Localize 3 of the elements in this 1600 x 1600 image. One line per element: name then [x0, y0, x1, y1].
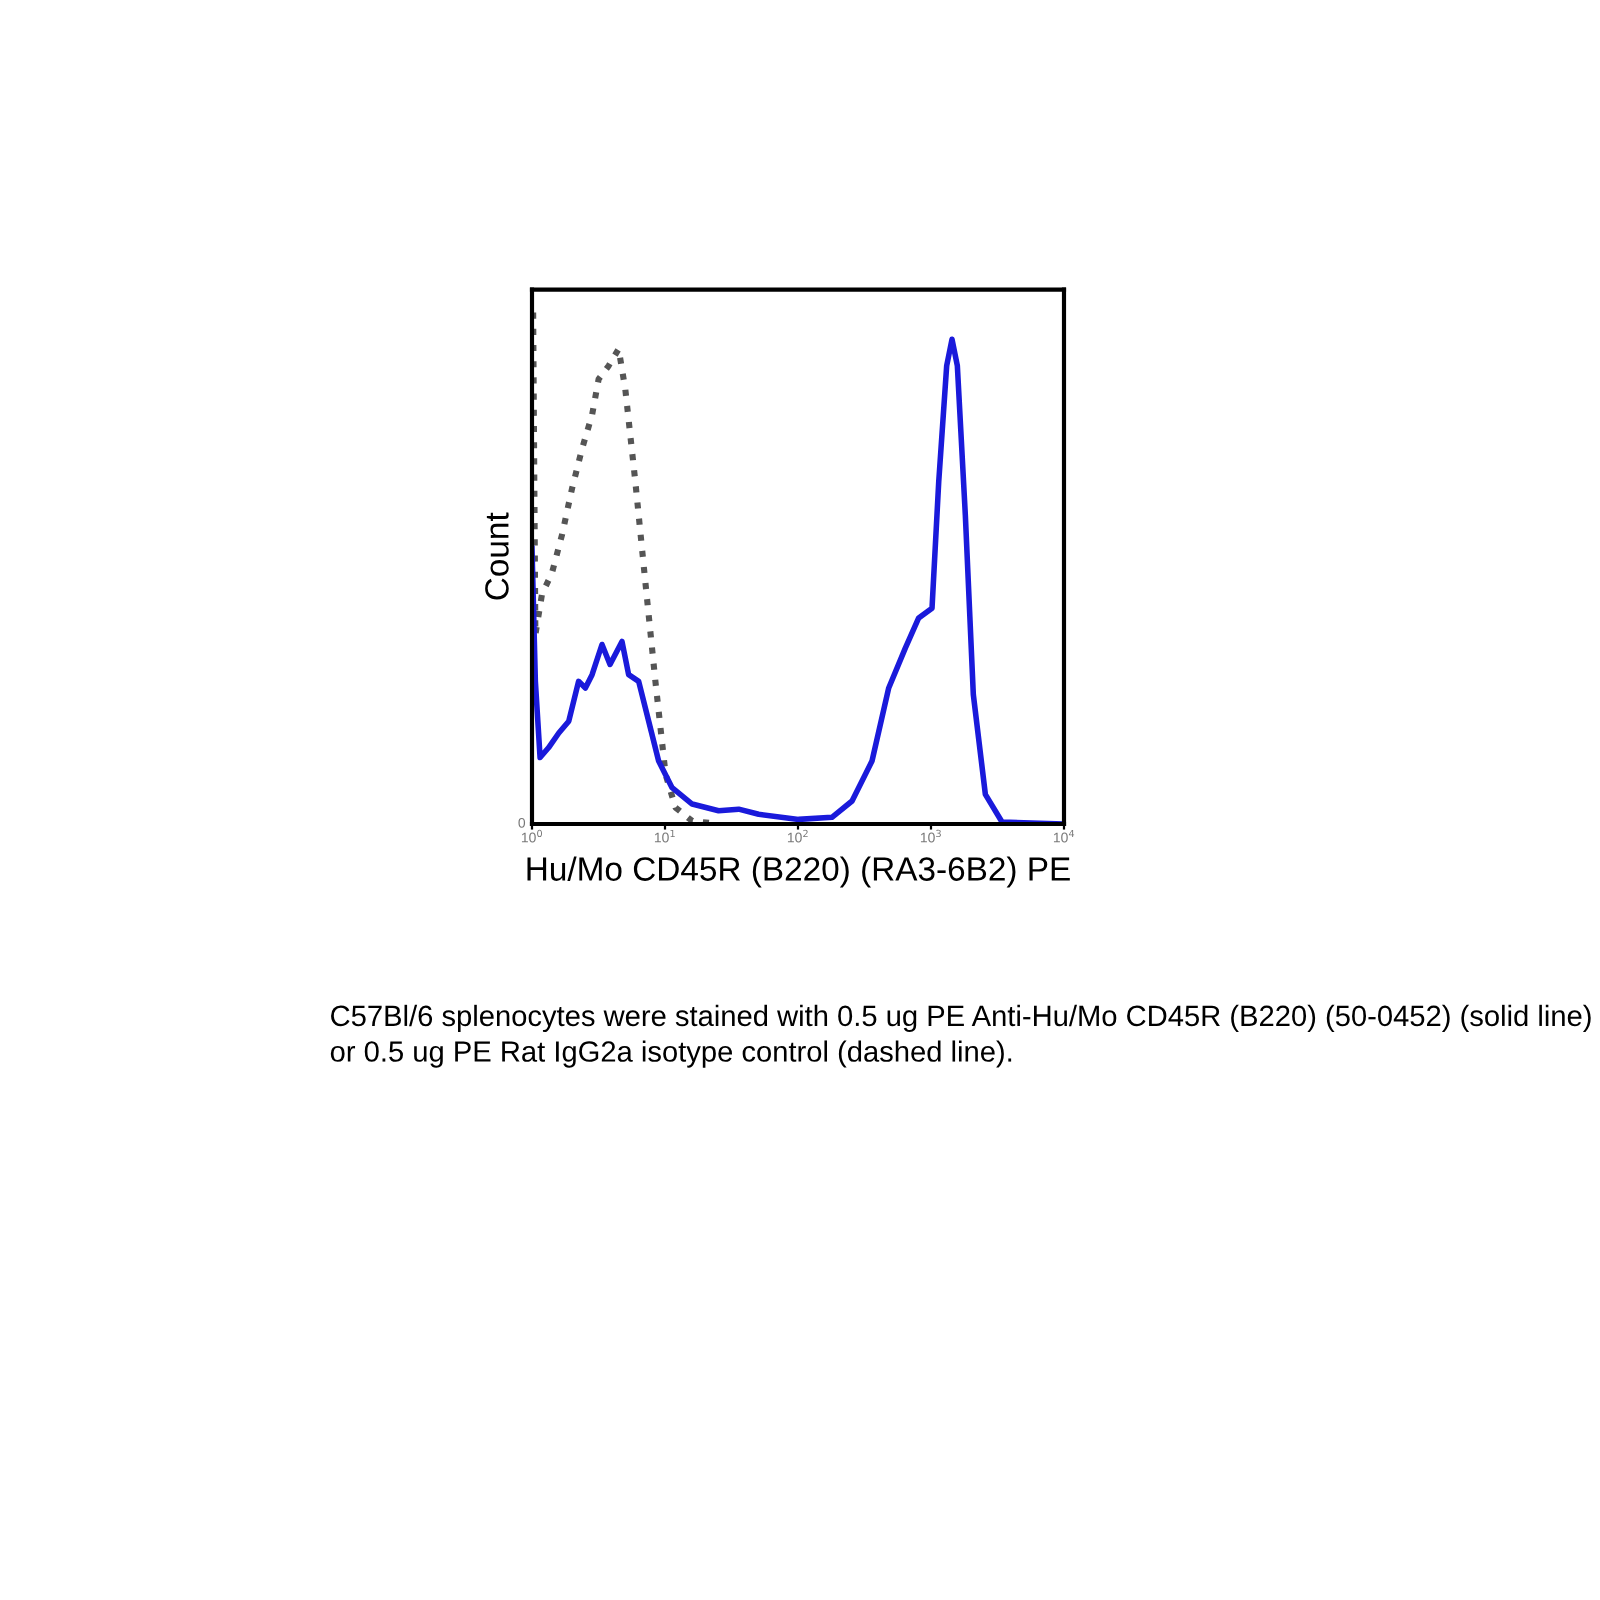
x-axis-title: Hu/Mo CD45R (B220) (RA3-6B2) PE: [527, 856, 1070, 888]
text: C57Bl/6 splenocytes were stained with 0.5 ug PE Anti-Hu/Mo CD45R (B220) (50-0452) (solid line) or 0.5 ug PE Rat IgG2a isotype control (dashed line).: [330, 1004, 1591, 1068]
y-axis-title: Count: [485, 512, 509, 600]
